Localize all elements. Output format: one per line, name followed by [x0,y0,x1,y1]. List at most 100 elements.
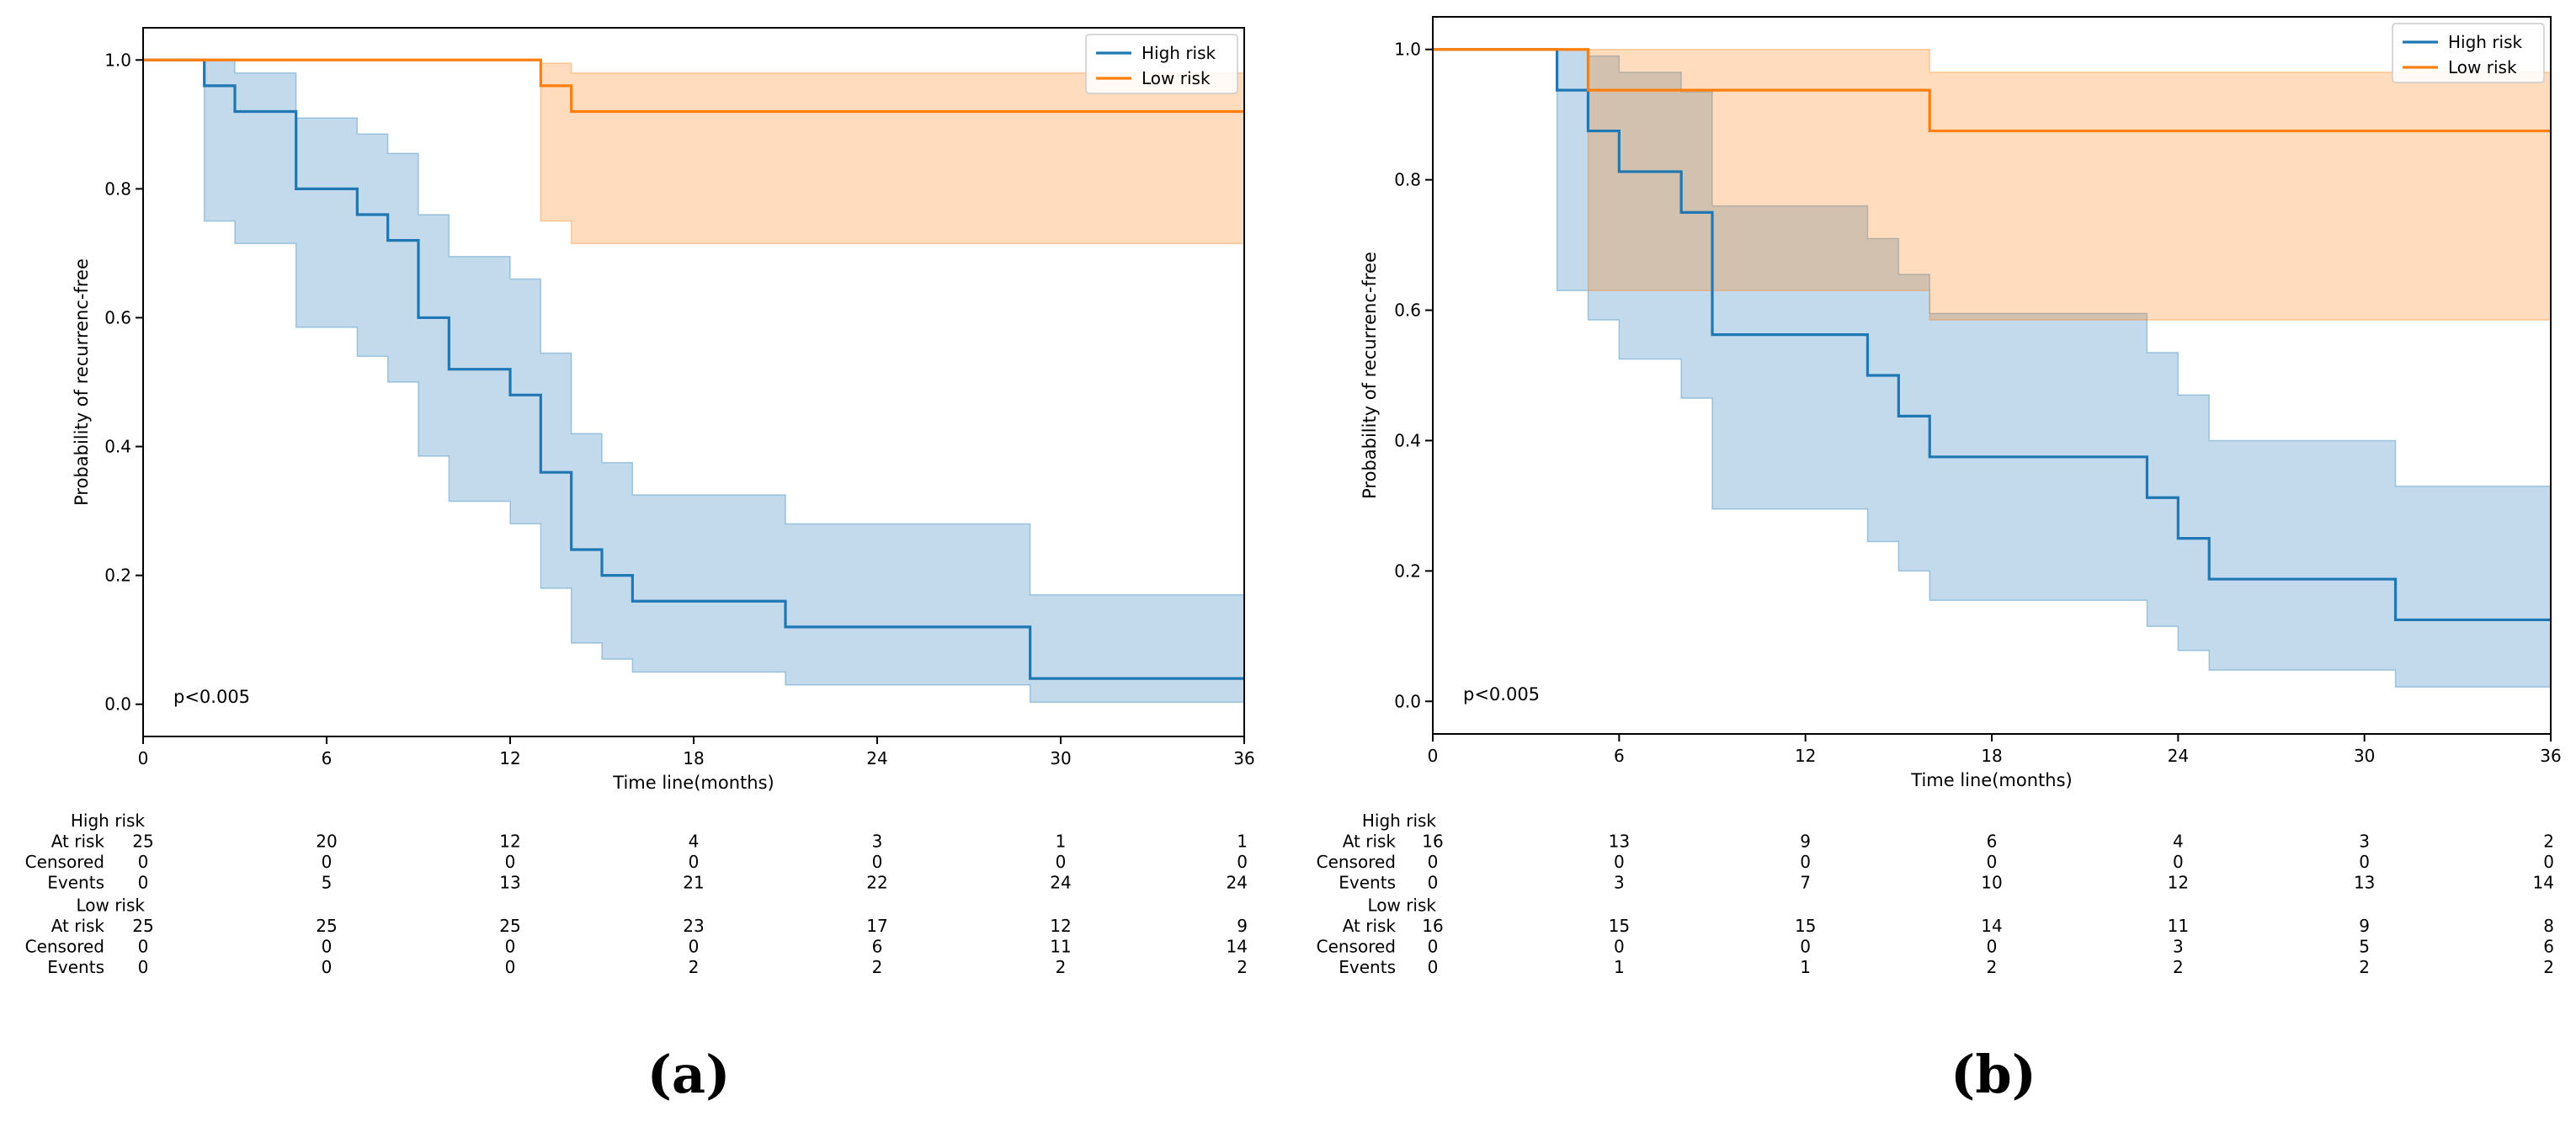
risk-table-group-title: High risk [1362,811,1437,831]
risk-table-cell: 0 [1428,873,1439,893]
risk-table-cell: 0 [505,957,516,977]
risk-table-cell: 12 [2168,873,2189,893]
risk-table-cell: 0 [689,852,700,872]
x-tick-label: 24 [866,748,887,768]
legend-label: High risk [1142,43,1216,63]
x-tick-label: 12 [1795,746,1816,766]
risk-table-cell: 24 [1227,873,1248,893]
risk-table-cell: 0 [1614,852,1625,872]
legend-label: High risk [2448,32,2523,52]
x-tick-label: 36 [1233,748,1254,768]
risk-table-cell: 0 [1428,852,1439,872]
risk-table-cell: 2 [1987,957,1998,977]
x-tick-label: 6 [322,748,333,768]
km-line-high-risk [1433,48,2551,622]
y-tick-label: 0.8 [1394,170,1421,190]
risk-table-row-label: At risk [1343,916,1397,936]
risk-table-row-label: Events [47,957,104,977]
risk-table-cell: 3 [2173,936,2184,956]
risk-table-cell: 2 [689,957,700,977]
risk-table-cell: 0 [322,936,333,956]
risk-table-cell: 7 [1800,873,1811,893]
risk-table-cell: 25 [132,832,153,852]
y-axis-label: Probability of recurrenc-free [72,258,92,506]
risk-table-cell: 2 [2173,957,2184,977]
risk-table-row-label: Censored [25,852,104,872]
risk-table-cell: 24 [1050,873,1071,893]
risk-table-cell: 1 [1237,832,1248,852]
risk-table-cell: 0 [1614,936,1625,956]
risk-table-cell: 9 [2359,916,2370,936]
risk-table-cell: 0 [2173,852,2184,872]
risk-table-cell: 25 [316,916,337,936]
p-value: p<0.005 [173,687,250,707]
risk-table-cell: 14 [1981,916,2002,936]
risk-table-cell: 4 [689,832,700,852]
risk-table-cell: 12 [499,832,520,852]
risk-table-row-label: Censored [1317,936,1396,956]
risk-table-cell: 25 [499,916,520,936]
risk-table-cell: 2 [1237,957,1248,977]
x-tick-label: 0 [1428,746,1439,766]
risk-table-cell: 0 [1428,936,1439,956]
y-tick-label: 1.0 [104,50,131,70]
km-line-low-risk [1433,48,2551,133]
x-tick-label: 30 [1050,748,1071,768]
y-tick-label: 0.6 [104,307,131,327]
risk-table-cell: 0 [1237,852,1248,872]
risk-table-cell: 15 [1609,916,1630,936]
y-tick-label: 0.4 [1394,430,1421,450]
risk-table-row-label: Events [1339,957,1396,977]
risk-table-cell: 23 [683,916,704,936]
km-line-high-risk [143,58,1244,680]
x-tick-label: 0 [138,748,149,768]
risk-table-row-label: Events [1339,873,1396,893]
risk-table-cell: 12 [1050,916,1071,936]
risk-table-cell: 16 [1422,832,1443,852]
y-tick-label: 0.2 [1394,561,1421,581]
x-tick-label: 6 [1614,746,1625,766]
y-tick-label: 0.8 [104,178,131,199]
risk-table-cell: 10 [1981,873,2002,893]
panel-label: (b) [1951,1044,2036,1105]
risk-table-cell: 9 [1800,832,1811,852]
risk-table-row-label: Events [47,873,104,893]
risk-table-cell: 0 [689,936,700,956]
risk-table-cell: 2 [1056,957,1067,977]
risk-table-cell: 6 [1987,832,1998,852]
x-tick-label: 18 [683,748,704,768]
risk-table-cell: 2 [872,957,883,977]
legend-label: Low risk [2448,57,2517,77]
risk-table-cell: 3 [1614,873,1625,893]
y-tick-label: 0.2 [104,566,131,586]
risk-table-cell: 0 [322,852,333,872]
y-tick-label: 0.0 [104,694,131,715]
risk-table-cell: 6 [872,936,883,956]
risk-table-cell: 11 [2168,916,2189,936]
risk-table-cell: 1 [1614,957,1625,977]
risk-table-cell: 0 [138,873,149,893]
y-tick-label: 0.6 [1394,300,1421,321]
x-tick-label: 18 [1981,746,2002,766]
risk-table-cell: 0 [1056,852,1067,872]
risk-table-cell: 9 [1237,916,1248,936]
risk-table-row-label: At risk [51,916,105,936]
x-axis-label: Time line(months) [612,773,774,793]
risk-table-cell: 0 [1987,852,1998,872]
legend-label: Low risk [1142,68,1211,88]
risk-table-cell: 0 [2359,852,2370,872]
risk-table-cell: 0 [1987,936,1998,956]
risk-table-cell: 3 [2359,832,2370,852]
risk-table-cell: 14 [1227,936,1248,956]
risk-table-row-label: Censored [1317,852,1396,872]
risk-table-group-title: Low risk [1367,895,1436,915]
risk-table-cell: 5 [322,873,333,893]
risk-table-cell: 20 [316,832,337,852]
risk-table-cell: 11 [1050,936,1071,956]
risk-table-cell: 14 [2533,873,2554,893]
risk-table-cell: 0 [1800,852,1811,872]
risk-table-cell: 0 [505,852,516,872]
p-value: p<0.005 [1463,684,1540,704]
